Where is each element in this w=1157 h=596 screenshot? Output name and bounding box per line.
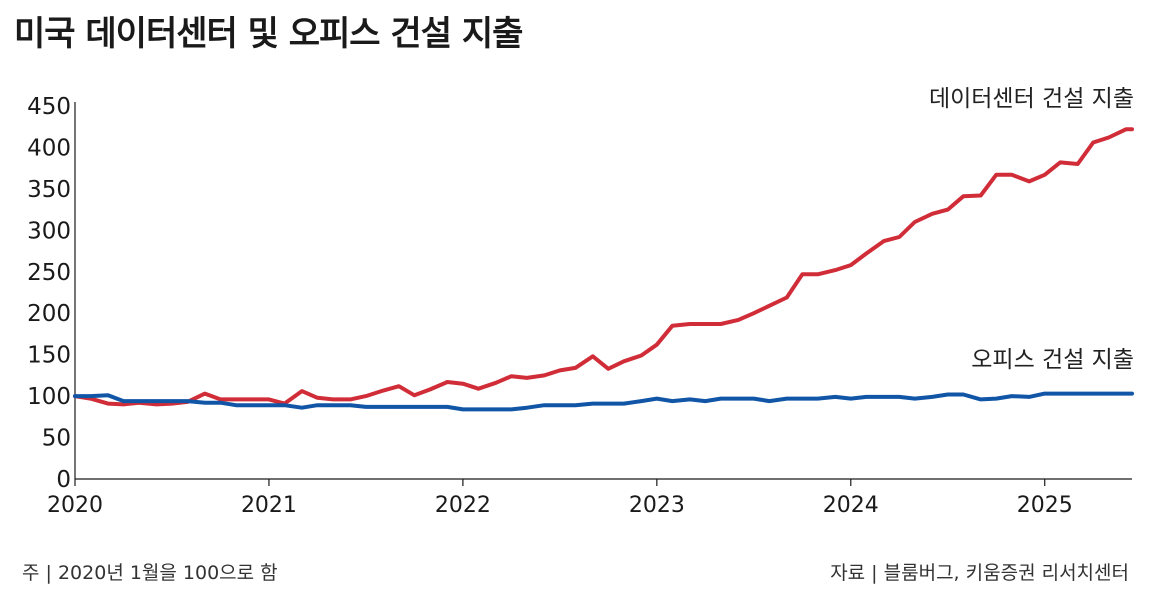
page-title: 미국 데이터센터 및 오피스 건설 지출 <box>14 14 523 54</box>
series-label-datacenter: 데이터센터 건설 지출 <box>929 86 1134 112</box>
x-tick-label: 2025 <box>1017 493 1073 518</box>
y-tick-label: 450 <box>27 94 71 120</box>
footnote-note: 주 | 2020년 1월을 100으로 함 <box>22 562 278 584</box>
series-label-office: 오피스 건설 지출 <box>971 347 1134 373</box>
x-axis-ticks: 2020 2021 2022 2023 2024 2025 <box>47 479 1073 518</box>
y-tick-label: 300 <box>27 218 71 244</box>
x-tick-label: 2022 <box>435 493 491 518</box>
x-tick-label: 2023 <box>629 493 685 518</box>
y-tick-label: 200 <box>27 301 71 327</box>
y-tick-label: 400 <box>27 135 71 161</box>
y-tick-label: 50 <box>42 426 71 452</box>
y-tick-label: 100 <box>27 384 71 410</box>
x-tick-label: 2021 <box>241 493 297 518</box>
y-axis-ticks: 0 50 100 150 200 250 300 350 400 450 <box>27 94 71 493</box>
y-tick-label: 250 <box>27 260 71 286</box>
footnote-source: 자료 | 블룸버그, 키움증권 리서치센터 <box>830 562 1129 584</box>
y-tick-label: 150 <box>27 343 71 369</box>
y-tick-label: 0 <box>56 467 71 493</box>
x-tick-label: 2024 <box>823 493 879 518</box>
y-tick-label: 350 <box>27 177 71 203</box>
x-tick-label: 2020 <box>47 493 103 518</box>
series-lines <box>73 127 1134 412</box>
series-line-office <box>73 391 1134 412</box>
series-line-datacenter <box>73 127 1134 407</box>
